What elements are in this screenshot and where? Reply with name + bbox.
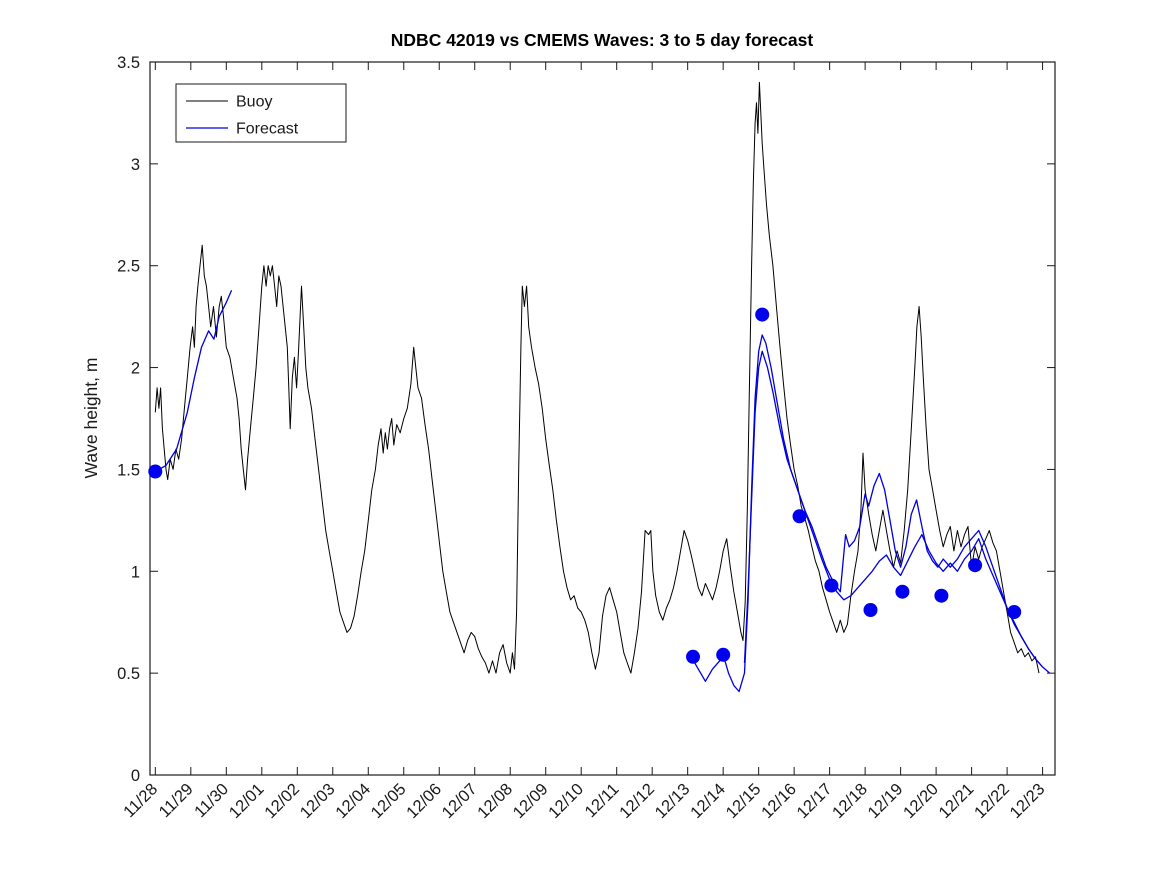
y-tick-label: 1: [131, 563, 140, 581]
x-tick-label: 12/07: [439, 780, 481, 822]
y-tick-label: 1.5: [117, 461, 140, 479]
y-axis-label: Wave height, m: [81, 358, 101, 479]
forecast-marker: [824, 578, 839, 593]
x-tick-label: 12/08: [474, 780, 516, 822]
x-tick-label: 12/18: [829, 780, 871, 822]
y-tick-label: 0.5: [117, 665, 140, 683]
x-tick-label: 12/16: [758, 780, 800, 822]
x-tick-label: 12/22: [971, 780, 1013, 822]
forecast-marker: [863, 603, 878, 617]
x-tick-label: 12/06: [403, 780, 445, 822]
forecast-marker: [1007, 605, 1022, 619]
x-tick-label: 12/20: [900, 780, 942, 822]
forecast-marker: [895, 584, 910, 599]
x-tick-label: 12/23: [1006, 780, 1048, 822]
x-tick-label: 12/05: [368, 780, 410, 822]
x-tick-label: 12/10: [545, 780, 587, 822]
y-tick-label: 2.5: [117, 258, 140, 276]
forecast-marker: [755, 307, 770, 322]
legend-label: Forecast: [236, 121, 299, 138]
x-tick-label: 11/29: [156, 780, 197, 821]
y-tick-label: 2: [131, 360, 140, 378]
x-tick-label: 12/21: [935, 780, 977, 822]
x-tick-label: 12/12: [616, 780, 658, 822]
y-tick-label: 0: [131, 767, 140, 785]
legend-box: [175, 83, 347, 143]
x-tick-label: 12/01: [226, 780, 268, 822]
chart-title: NDBC 42019 vs CMEMS Waves: 3 to 5 day fo…: [391, 30, 814, 50]
series-forecast-early: [154, 289, 233, 473]
x-tick-label: 12/14: [687, 780, 729, 822]
forecast-marker: [934, 588, 949, 603]
y-tick-label: 3.5: [117, 54, 140, 72]
forecast-marker: [148, 464, 163, 479]
x-tick-label: 12/09: [510, 780, 552, 822]
x-tick-label: 12/13: [652, 780, 694, 822]
x-tick-label: 12/04: [332, 780, 374, 822]
x-tick-label: 12/19: [865, 780, 907, 822]
forecast-marker: [716, 647, 731, 662]
series-forecast-lower: [743, 350, 1044, 668]
x-tick-label: 12/11: [581, 780, 622, 821]
x-tick-label: 11/30: [191, 780, 232, 821]
forecast-marker: [792, 509, 807, 524]
x-tick-label: 12/15: [723, 780, 765, 822]
x-tick-label: 12/03: [297, 780, 339, 822]
x-tick-label: 11/28: [120, 780, 161, 821]
legend-label: Buoy: [236, 94, 272, 111]
x-tick-label: 12/02: [261, 780, 303, 822]
forecast-marker: [686, 649, 700, 664]
x-tick-label: 12/17: [794, 780, 836, 822]
plot-box: [149, 61, 1056, 776]
forecast-marker: [968, 558, 983, 573]
y-tick-label: 3: [131, 156, 140, 174]
series-buoy: [154, 81, 1040, 674]
